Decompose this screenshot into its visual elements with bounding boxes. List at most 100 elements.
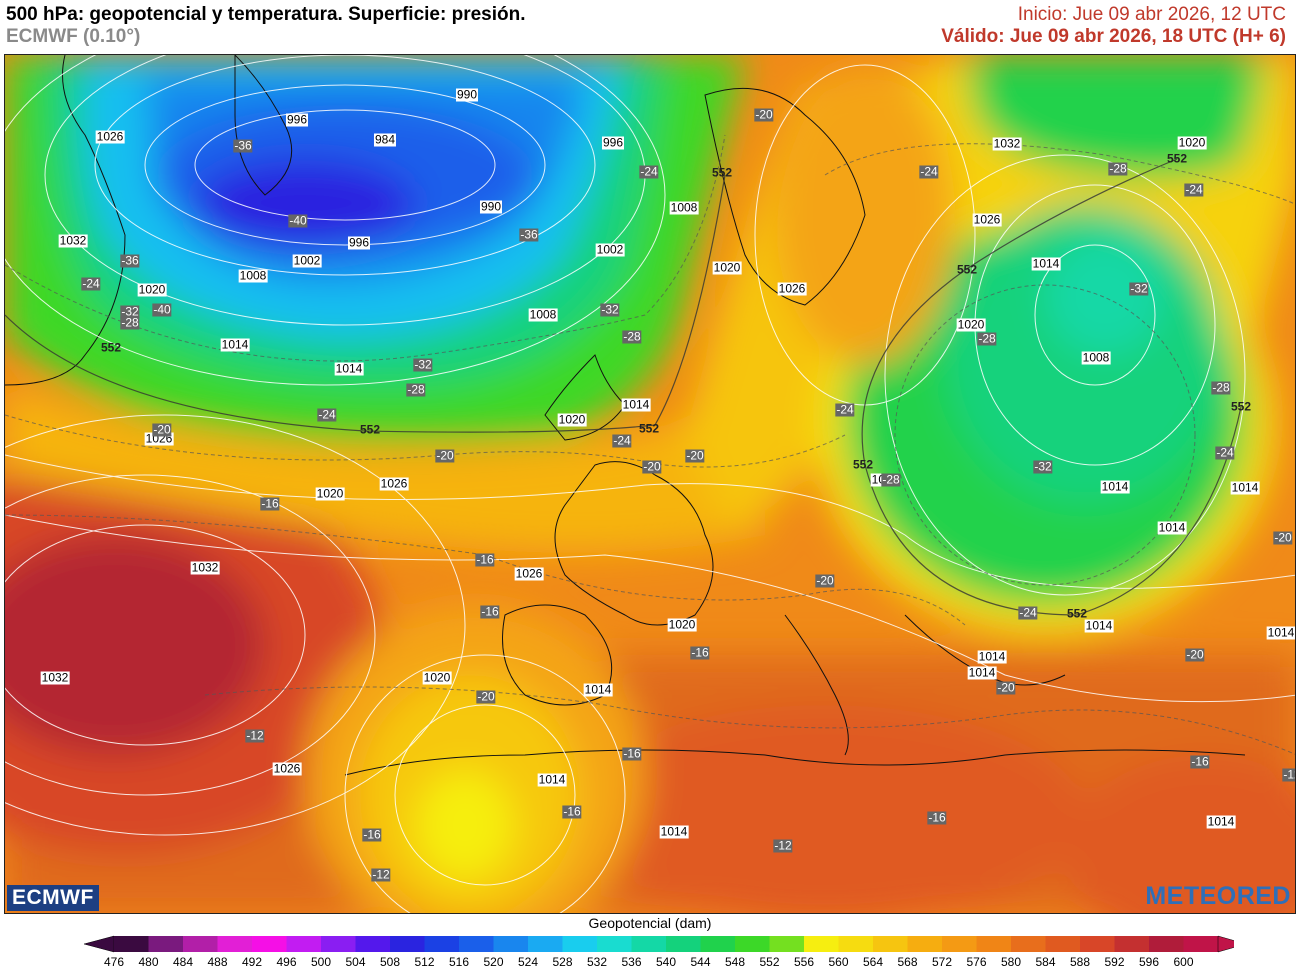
pressure-label: 1026 xyxy=(972,212,1002,227)
pressure-label: 1014 xyxy=(1157,520,1187,535)
temperature-label: -24 xyxy=(1018,605,1038,620)
scale-swatch xyxy=(183,936,218,952)
pressure-label: 1014 xyxy=(1100,479,1130,494)
scale-swatch xyxy=(562,936,598,952)
valid-time: Válido: Jue 09 abr 2026, 18 UTC (H+ 6) xyxy=(941,26,1286,47)
scale-swatch xyxy=(148,936,184,952)
scale-tick-label: 504 xyxy=(345,955,366,969)
pressure-label: 1014 xyxy=(1266,625,1295,640)
temperature-label: -28 xyxy=(1108,161,1128,176)
temperature-label: -12 xyxy=(1282,768,1295,782)
run-time: Inicio: Jue 09 abr 2026, 12 UTC xyxy=(1017,4,1286,25)
temperature-label: -32 xyxy=(120,304,140,319)
scale-tick-label: 596 xyxy=(1138,955,1160,969)
temperature-label: -40 xyxy=(152,302,172,317)
scale-tick-label: 568 xyxy=(897,955,918,969)
scale-tick-label: 488 xyxy=(207,955,228,969)
scale-tick-label: 592 xyxy=(1104,955,1125,969)
temperature-label: -20 xyxy=(435,448,455,463)
pressure-label: 1014 xyxy=(537,772,567,787)
scale-tick-label: 492 xyxy=(241,955,263,969)
temperature-label: -28 xyxy=(120,315,140,330)
temperature-label: -40 xyxy=(288,213,308,228)
scale-swatch xyxy=(1183,936,1219,952)
pressure-label: 1020 xyxy=(956,317,986,332)
scale-swatch xyxy=(666,936,701,952)
height-label: 552 xyxy=(711,165,733,180)
temperature-label: -20 xyxy=(754,107,774,122)
scale-swatch xyxy=(459,936,494,952)
scale-tick-label: 548 xyxy=(724,955,746,969)
scale-swatch xyxy=(873,936,908,952)
scale-tick-label: 584 xyxy=(1035,955,1056,969)
scale-swatch xyxy=(700,936,736,952)
height-label: 552 xyxy=(359,422,381,437)
temperature-label: -36 xyxy=(233,138,253,153)
pressure-label: 1020 xyxy=(1177,135,1207,150)
scale-swatch xyxy=(597,936,632,952)
pressure-label: 1014 xyxy=(1230,480,1260,495)
temperature-label: -32 xyxy=(600,302,620,317)
color-scale xyxy=(84,935,1234,953)
pressure-label: 1014 xyxy=(1031,256,1061,271)
scale-swatch xyxy=(528,936,563,952)
scale-tick-label: 576 xyxy=(966,955,987,969)
pressure-label: 1014 xyxy=(334,361,364,376)
pressure-label: 996 xyxy=(347,235,371,250)
scale-tick-label: 540 xyxy=(655,955,677,969)
pressure-label: 1008 xyxy=(669,200,699,215)
temperature-label: -20 xyxy=(996,680,1016,695)
scale-min-arrow xyxy=(84,935,115,953)
temperature-label: -16 xyxy=(562,804,582,819)
scale-swatch xyxy=(804,936,839,952)
scale-tick-label: 512 xyxy=(414,955,435,969)
scale-tick-label: 552 xyxy=(759,955,780,969)
temperature-label: -20 xyxy=(815,573,835,588)
pressure-label: 1002 xyxy=(292,253,322,268)
pressure-label: 996 xyxy=(601,135,625,150)
scale-swatch xyxy=(1114,936,1150,952)
pressure-label: 990 xyxy=(479,199,503,214)
height-label: 552 xyxy=(1166,151,1188,166)
temperature-label: -24 xyxy=(317,407,337,422)
header-right: Inicio: Jue 09 abr 2026, 12 UTC Válido: … xyxy=(941,4,1286,48)
scale-tick-label: 564 xyxy=(862,955,884,969)
scale-swatch xyxy=(1045,936,1081,952)
scale-swatch xyxy=(907,936,943,952)
scale-tick-label: 536 xyxy=(621,955,642,969)
temperature-label: -24 xyxy=(919,164,939,179)
pressure-label: 996 xyxy=(285,112,309,127)
map-title: 500 hPa: geopotencial y temperatura. Sup… xyxy=(6,4,526,25)
pressure-label: 1014 xyxy=(220,337,250,352)
scale-swatch xyxy=(1080,936,1115,952)
scale-swatch xyxy=(631,936,667,952)
height-label: 552 xyxy=(956,262,978,277)
scale-tick-label: 484 xyxy=(172,955,194,969)
scale-tick-label: 508 xyxy=(379,955,401,969)
temperature-label: -32 xyxy=(1033,459,1053,474)
scale-tick-label: 588 xyxy=(1069,955,1091,969)
pressure-label: 1026 xyxy=(777,281,807,296)
pressure-label: 1032 xyxy=(992,136,1022,151)
temperature-label: -28 xyxy=(881,472,901,487)
scale-tick-label: 496 xyxy=(276,955,297,969)
temperature-label: -20 xyxy=(685,448,705,463)
scale-max-arrow xyxy=(1217,935,1234,953)
pressure-label: 1026 xyxy=(272,761,302,776)
pressure-label: 1014 xyxy=(621,397,651,412)
pressure-label: 1032 xyxy=(190,560,220,575)
scale-swatch xyxy=(321,936,356,952)
scale-tick-label: 556 xyxy=(793,955,815,969)
scale-swatch xyxy=(493,936,529,952)
scale-swatch xyxy=(769,936,805,952)
pressure-label: 1020 xyxy=(557,412,587,427)
scale-tick-label: 480 xyxy=(138,955,159,969)
temperature-label: -28 xyxy=(406,382,426,397)
temperature-label: -28 xyxy=(977,331,997,346)
temperature-label: -24 xyxy=(1184,182,1204,197)
scale-tick-label: 520 xyxy=(483,955,504,969)
temperature-label: -20 xyxy=(1185,647,1205,662)
pressure-label: 1008 xyxy=(238,268,268,283)
pressure-label: 1020 xyxy=(422,670,452,685)
height-label: 552 xyxy=(852,457,874,472)
